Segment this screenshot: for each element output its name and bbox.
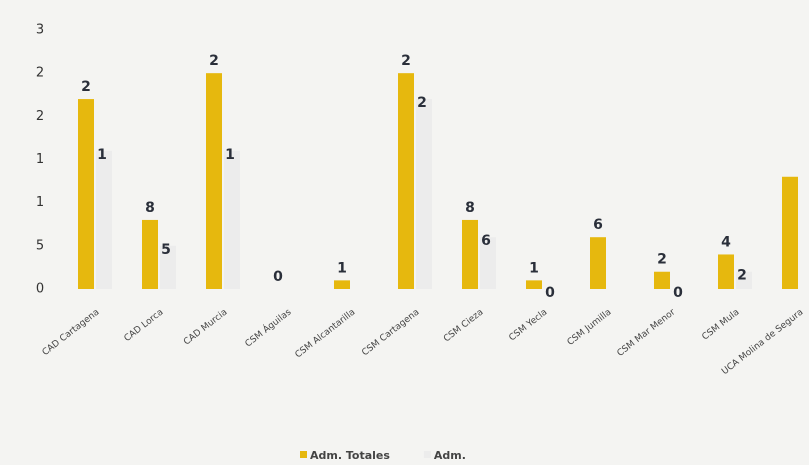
- bar: [718, 254, 734, 289]
- value-label: 0: [673, 285, 683, 301]
- value-label: 2: [737, 268, 747, 284]
- value-label: 0: [545, 285, 555, 301]
- y-tick-label: 5: [36, 238, 44, 253]
- bar: [782, 176, 798, 289]
- value-label: 2: [657, 252, 667, 268]
- value-label: 0: [273, 269, 283, 285]
- x-tick-label: CSM Cartagena: [360, 307, 421, 358]
- bar: [96, 150, 112, 289]
- y-tick-label: 1: [36, 195, 44, 210]
- bar: [142, 219, 158, 289]
- value-label: 2: [417, 95, 427, 111]
- value-label: 2: [81, 79, 91, 95]
- value-label: 1: [529, 260, 539, 276]
- bar: [398, 73, 414, 290]
- bar: [224, 150, 240, 289]
- value-label: 6: [593, 217, 603, 233]
- value-label: 1: [337, 260, 347, 276]
- bar: [206, 73, 222, 290]
- x-tick-label: CSM Águilas: [242, 306, 293, 350]
- bar: [78, 99, 94, 289]
- legend-label: Adm.: [434, 449, 466, 462]
- bar: [480, 237, 496, 289]
- y-tick-label: 2: [36, 66, 44, 81]
- legend-swatch: [300, 451, 307, 458]
- value-label: 1: [225, 147, 235, 163]
- bar: [590, 237, 606, 289]
- bar: [334, 280, 350, 289]
- bar: [416, 99, 432, 289]
- value-label: 2: [209, 53, 219, 69]
- x-tick-label: CSM Cieza: [442, 307, 485, 344]
- value-label: 8: [465, 200, 475, 216]
- y-tick-label: 1: [36, 152, 44, 167]
- x-tick-label: CAD Lorca: [123, 307, 166, 344]
- x-tick-label: CAD Cartagena: [41, 307, 102, 358]
- x-tick-label: CSM Mula: [700, 307, 741, 342]
- value-label: 6: [481, 233, 491, 249]
- bar: [462, 219, 478, 289]
- value-label: 8: [145, 200, 155, 216]
- y-tick-label: 3: [36, 23, 44, 38]
- x-tick-label: CSM Mar Menor: [616, 307, 678, 359]
- bar: [526, 280, 542, 289]
- x-tick-label: CSM Alcantarilla: [294, 307, 358, 360]
- value-label: 2: [401, 53, 411, 69]
- value-label: 4: [721, 234, 731, 250]
- value-label: 1: [97, 147, 107, 163]
- legend-swatch: [423, 451, 431, 458]
- x-tick-label: CSM Yecla: [507, 307, 549, 343]
- x-tick-label: CAD Murcia: [182, 307, 229, 347]
- value-label: 5: [161, 242, 171, 258]
- x-tick-label: CSM Jumilla: [566, 307, 614, 347]
- bar: [654, 271, 670, 289]
- y-tick-label: 0: [36, 282, 44, 297]
- y-tick-label: 2: [36, 109, 44, 124]
- bar: [160, 245, 176, 289]
- bar: [736, 271, 752, 289]
- legend-label: Adm. Totales: [310, 449, 390, 462]
